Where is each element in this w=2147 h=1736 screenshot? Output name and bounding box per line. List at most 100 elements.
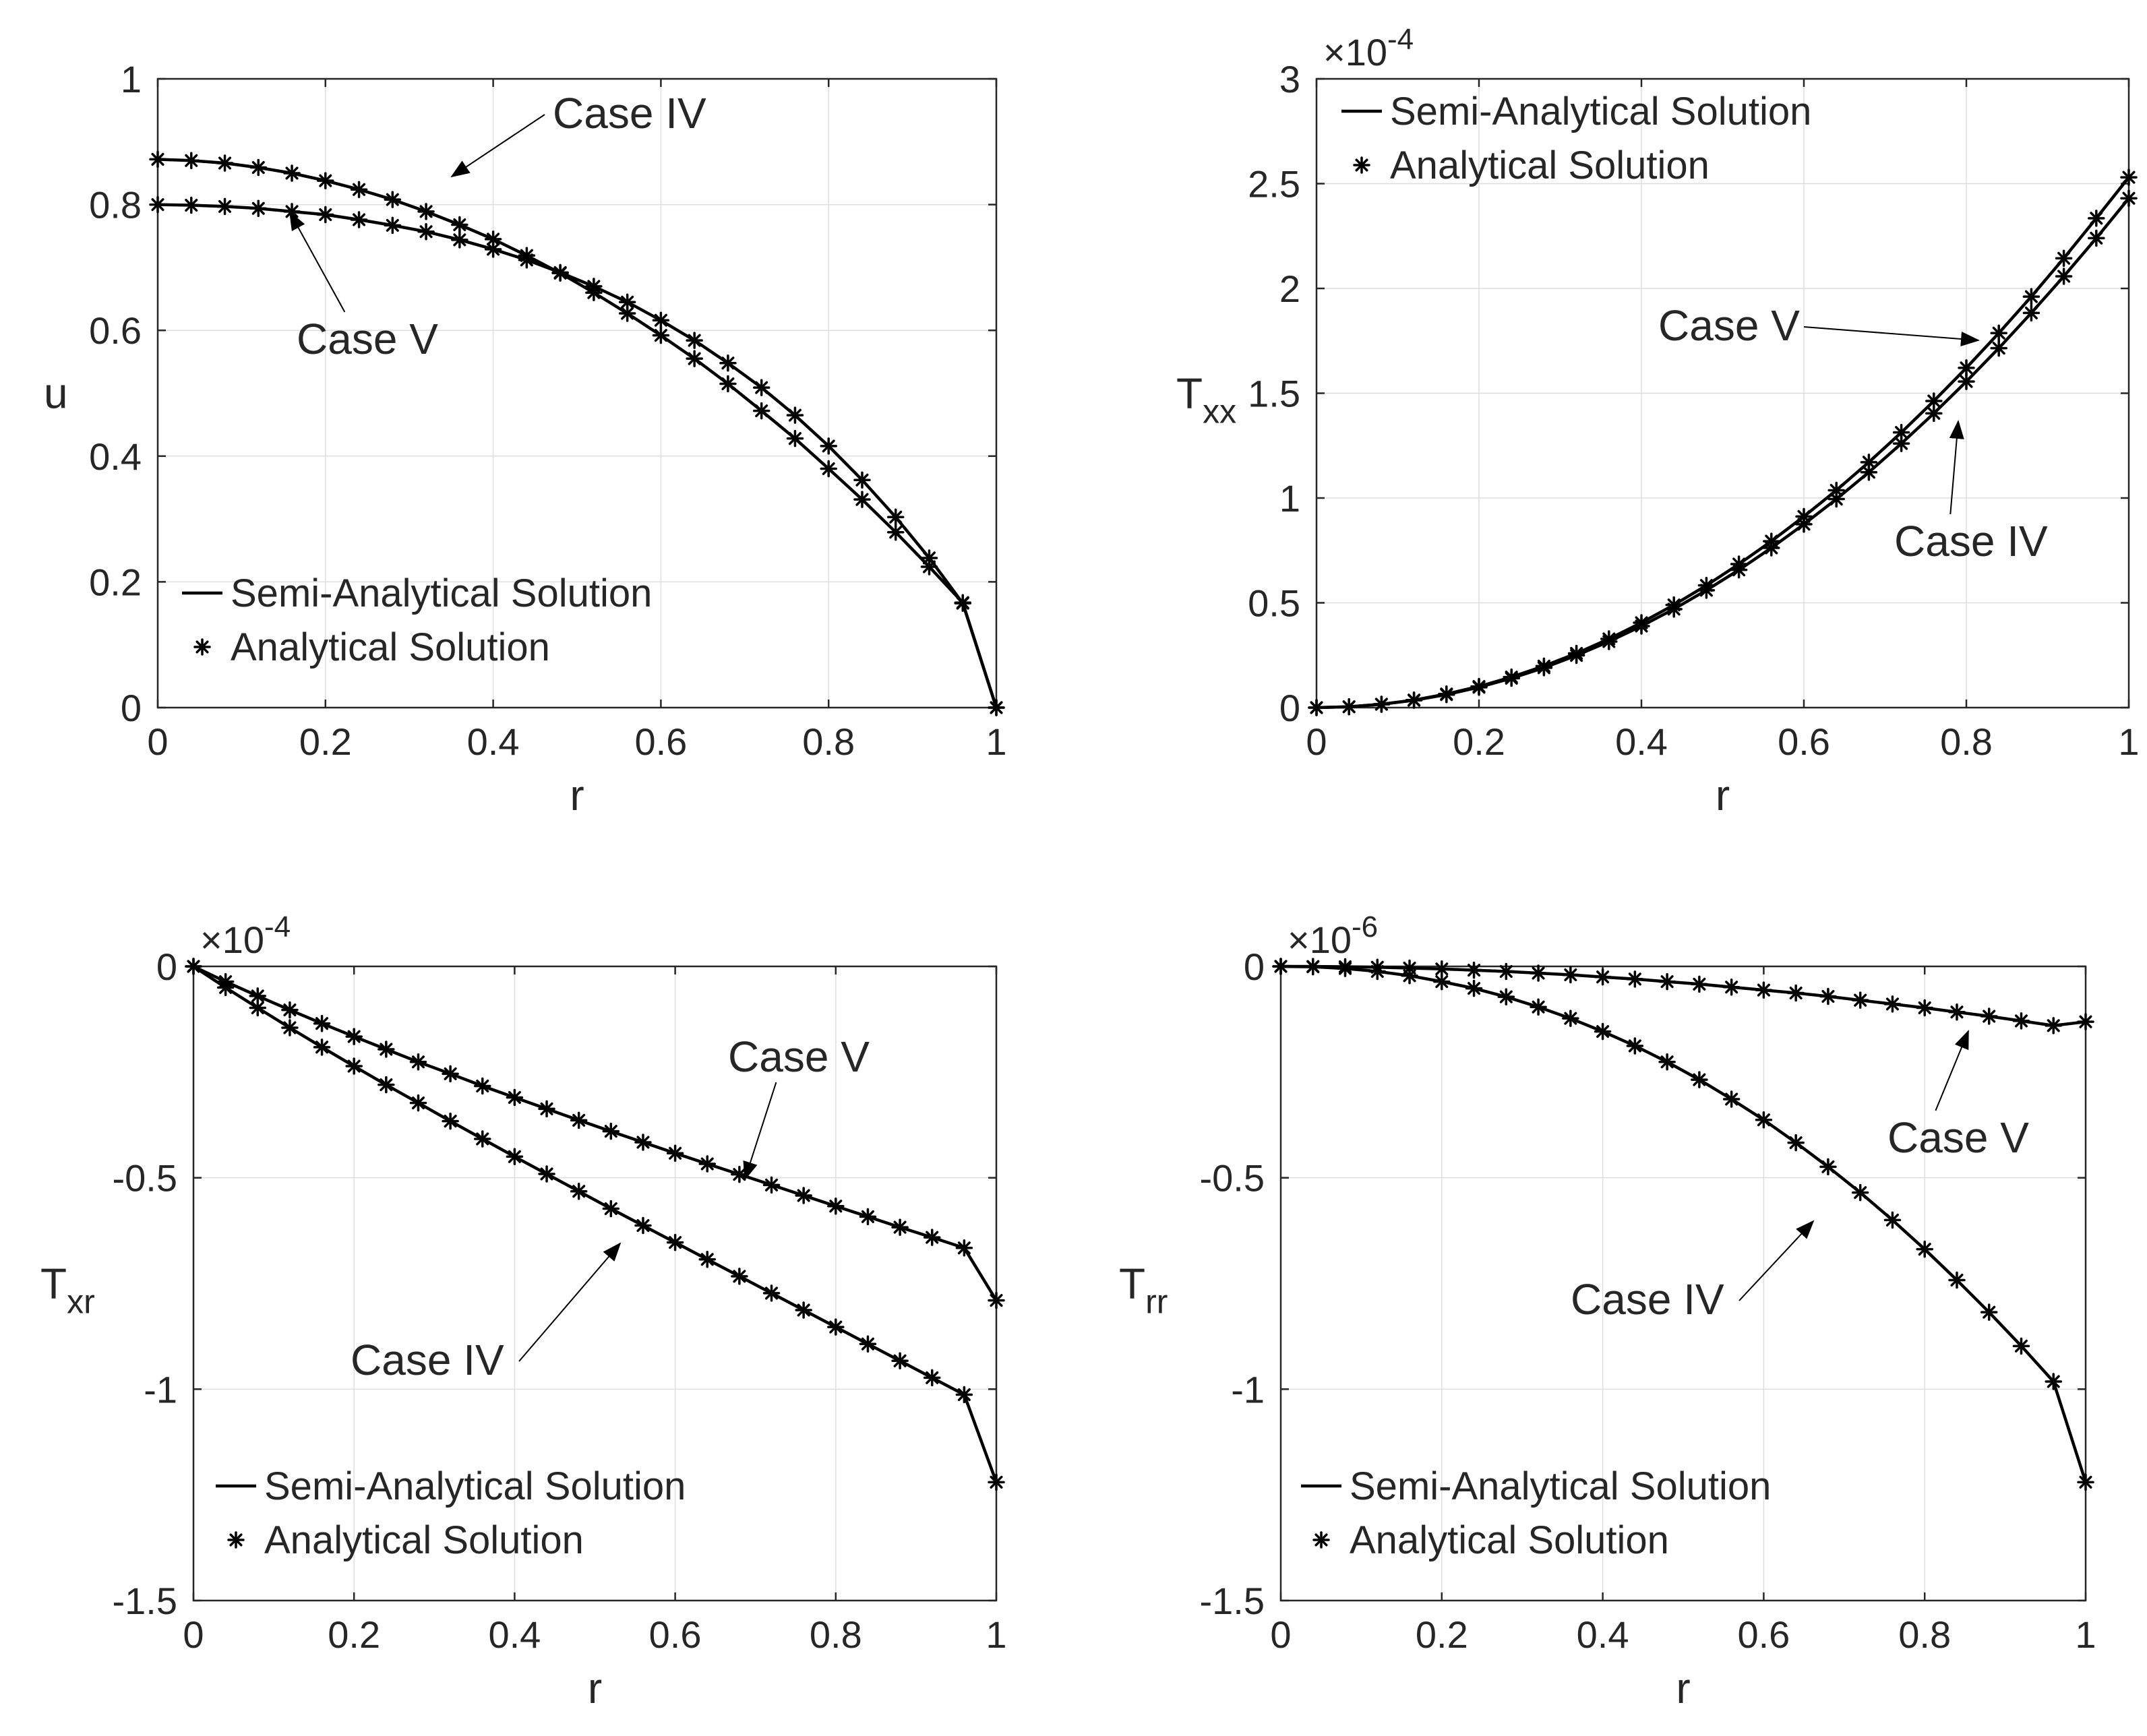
data-point (827, 1197, 845, 1215)
data-point (2055, 249, 2073, 267)
data-point (786, 406, 804, 424)
data-point (634, 1216, 652, 1235)
data-point (1958, 373, 1975, 390)
data-point (1433, 972, 1451, 991)
data-point (954, 594, 971, 612)
annotation-label: Case V (728, 1032, 870, 1081)
data-point (2045, 1373, 2062, 1390)
data-point (820, 460, 837, 478)
data-point (827, 1318, 845, 1336)
x-axis-label: r (1716, 771, 1730, 819)
data-point (377, 1041, 395, 1058)
plot-frame (192, 965, 998, 1602)
series-line-case-v (193, 964, 998, 1301)
legend: Semi-Analytical Solution Analytical Solut… (182, 571, 652, 669)
data-point (1755, 981, 1773, 999)
data-point (1722, 978, 1741, 996)
legend-entry-label: Analytical Solution (1390, 144, 1710, 187)
data-point (1658, 1053, 1676, 1071)
data-point (652, 311, 670, 330)
data-point (345, 1028, 363, 1045)
data-point (1787, 984, 1805, 1002)
data-point (666, 1144, 684, 1162)
data-point (820, 437, 837, 455)
data-point (1925, 404, 1943, 423)
data-point (891, 1352, 909, 1370)
data-point (1990, 339, 2007, 357)
data-point (920, 549, 938, 567)
data-point (1535, 659, 1553, 677)
data-point (1626, 1037, 1644, 1055)
series-line-case-iv (1316, 197, 2130, 710)
legend-asterisk-swatch (1353, 156, 1370, 174)
data-point (1340, 698, 1358, 716)
data-point (1730, 561, 1748, 579)
data-point (345, 1057, 363, 1075)
data-point (216, 979, 235, 997)
data-point (719, 375, 737, 393)
data-point (686, 332, 703, 349)
x-tick-label: 0.2 (1453, 720, 1505, 763)
data-point (1860, 463, 1878, 481)
annotation-arrow (289, 211, 346, 313)
data-point (313, 1014, 331, 1032)
data-point (1916, 999, 1933, 1017)
chart-panel-3: 0 0.2 0.4 0.6 0.8 1 -1.5 -1 -0.5 0 ×10-4 r Txr Case V… (40, 910, 1007, 1712)
y-tick-label: 0.4 (89, 435, 142, 478)
data-point (719, 354, 737, 372)
data-point (752, 402, 770, 420)
data-point (666, 1233, 684, 1251)
data-point (1304, 958, 1322, 976)
data-point (183, 152, 200, 170)
data-point (1722, 1090, 1741, 1108)
data-point (853, 471, 871, 489)
data-point (1405, 691, 1423, 709)
data-point (585, 278, 603, 295)
annotation-arrow (518, 1242, 622, 1362)
series-line-case-v (1316, 176, 2130, 710)
data-point (1980, 1303, 1998, 1321)
plot-frame (156, 78, 998, 709)
data-point (281, 1001, 299, 1019)
data-point (216, 197, 234, 216)
data-point (1470, 679, 1488, 696)
legend-entry-label: Semi-Analytical Solution (1350, 1464, 1771, 1508)
data-point (451, 231, 468, 249)
data-point (2088, 229, 2105, 247)
data-point (474, 1077, 491, 1095)
data-point (795, 1301, 812, 1319)
data-point (1401, 967, 1418, 985)
data-point (1497, 962, 1515, 981)
data-point (417, 203, 435, 220)
data-point (1465, 979, 1483, 997)
annotation-arrow (1803, 326, 1980, 346)
series-line-case-iv (1280, 964, 2088, 1483)
data-point (1883, 1211, 1902, 1229)
data-point (451, 216, 468, 234)
data-point (185, 958, 202, 975)
data-point (1368, 962, 1387, 981)
x-tick-label: 1 (2075, 1613, 2096, 1656)
data-point (518, 251, 536, 269)
data-point (1626, 970, 1644, 988)
data-point (506, 1088, 524, 1107)
y-tick-label: 0.2 (89, 561, 142, 603)
data-point (149, 195, 167, 214)
y-exponent-label: ×10-4 (1323, 23, 1414, 73)
data-point (2055, 268, 2073, 285)
data-point (570, 1182, 588, 1200)
data-point (1990, 324, 2007, 342)
y-tick-label: 0 (156, 946, 177, 988)
data-point (1827, 481, 1845, 499)
data-point (1336, 960, 1354, 977)
annotation-label: Case V (1658, 301, 1800, 350)
x-tick-label: 0 (1306, 720, 1327, 763)
data-point (988, 699, 1005, 716)
data-point (1562, 966, 1579, 984)
annotation-label: Case IV (1571, 1275, 1724, 1324)
legend-entry-label: Semi-Analytical Solution (231, 571, 652, 615)
data-point (2120, 189, 2138, 208)
data-point (417, 222, 435, 241)
y-tick-label: 2.5 (1248, 163, 1300, 206)
